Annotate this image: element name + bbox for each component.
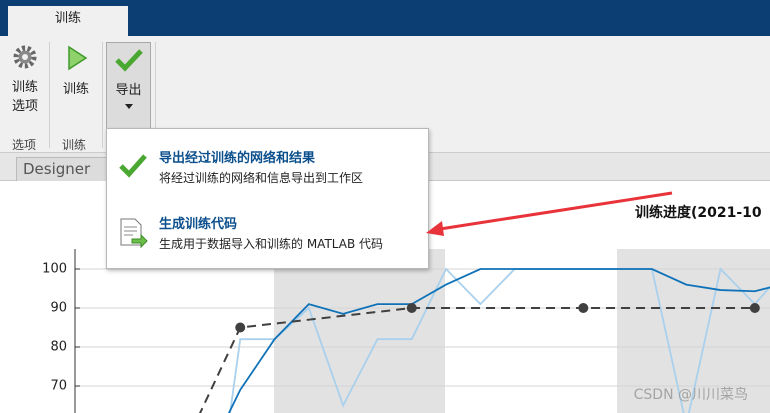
menu-item-title: 生成训练代码 — [159, 217, 238, 232]
training-options-button[interactable]: 训练 选项 — [8, 44, 42, 116]
document-tab[interactable]: Designer — [16, 157, 112, 181]
menu-item[interactable]: 导出经过训练的网络和结果 将经过训练的网络和信息导出到工作区 — [107, 147, 428, 191]
series-marker — [406, 303, 417, 313]
y-tick-label: 100 — [42, 262, 67, 277]
series-marker — [578, 303, 589, 313]
menu-item-title: 导出经过训练的网络和结果 — [159, 151, 316, 166]
group-label: 训练 — [62, 138, 87, 152]
menu-item-description: 将经过训练的网络和信息导出到工作区 — [159, 171, 364, 185]
button-label: 导出 — [115, 83, 142, 98]
button-label: 训练 — [11, 80, 38, 95]
y-tick-label: 90 — [50, 301, 67, 316]
series-line — [227, 268, 770, 413]
chart-title: 训练进度(2021-10 — [635, 204, 762, 221]
group-label: 选项 — [12, 138, 37, 152]
epoch-band — [274, 249, 445, 413]
y-tick-label: 70 — [50, 379, 67, 394]
watermark: CSDN @川川菜鸟 — [634, 387, 748, 403]
series-marker — [235, 322, 246, 333]
menu-item-description: 生成用于数据导入和训练的 MATLAB 代码 — [159, 237, 383, 251]
plot-area — [199, 267, 770, 413]
train-button[interactable]: 训练 — [58, 44, 94, 99]
y-tick-label: 80 — [50, 340, 67, 355]
export-button[interactable]: 导出 — [106, 42, 151, 130]
menu-item[interactable]: 生成训练代码 生成用于数据导入和训练的 MATLAB 代码 — [107, 213, 428, 257]
button-label: 训练 — [62, 82, 89, 97]
button-label: 选项 — [11, 99, 38, 114]
series-marker — [749, 303, 760, 313]
title-bar: 训练 — [0, 0, 770, 36]
ribbon-tab[interactable]: 训练 — [8, 6, 128, 36]
export-menu: 导出经过训练的网络和结果 将经过训练的网络和信息导出到工作区 生成训练代码 生成… — [106, 128, 429, 269]
